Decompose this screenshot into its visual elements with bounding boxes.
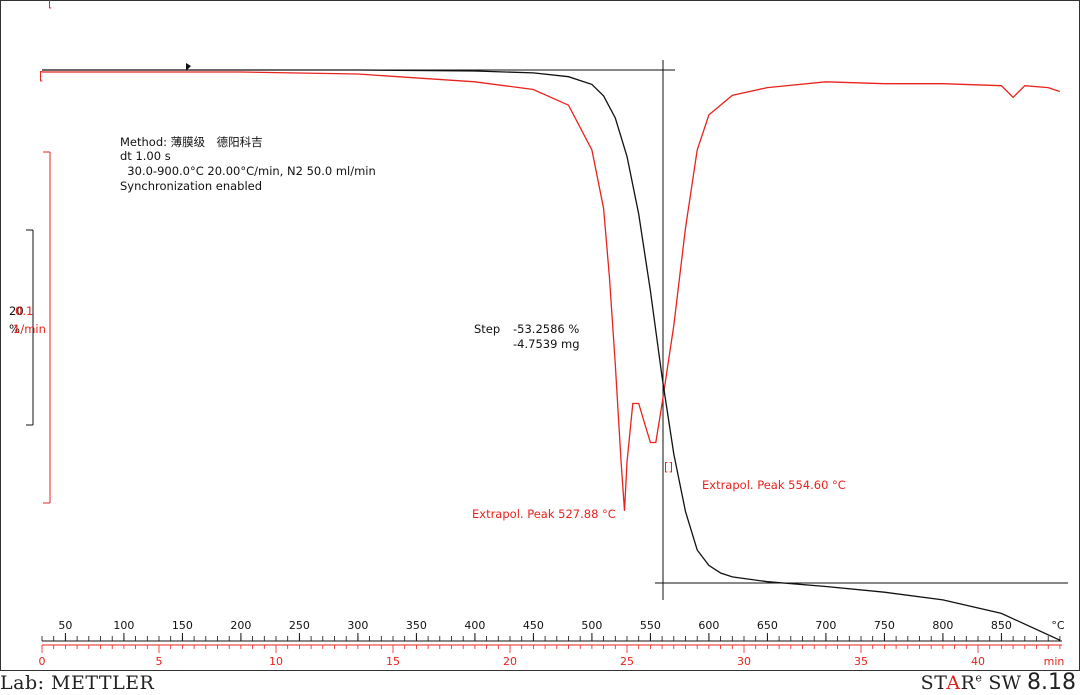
method-line-1: Method: 薄膜级 德阳科吉: [120, 135, 263, 149]
peak-label-2: Extrapol. Peak 554.60 °C: [702, 478, 846, 492]
scale-dtg-value: 0.1: [15, 304, 33, 318]
scale-bar-tg: [26, 229, 34, 426]
scale-dtg-unit: 1/min: [13, 322, 46, 336]
method-line-4: Synchronization enabled: [120, 179, 262, 193]
time-tick-label: 25: [620, 655, 634, 668]
temperature-tick-label: 450: [523, 619, 544, 632]
time-tick-label: 5: [156, 655, 163, 668]
temperature-unit: °C: [1051, 619, 1065, 632]
temperature-tick-label: 200: [230, 619, 251, 632]
peak-label-1: Extrapol. Peak 527.88 °C: [472, 507, 616, 521]
time-tick-label: 0: [39, 655, 46, 668]
scale-tg-unit: %: [9, 322, 20, 336]
temperature-tick-label: 400: [464, 619, 485, 632]
software-version: 8.18: [1027, 670, 1076, 695]
scale-tg-value: 20: [9, 304, 24, 318]
temperature-tick-label: 800: [932, 619, 953, 632]
scale-bar-dtg: [43, 151, 51, 504]
bracket-marker-top: [: [48, 0, 53, 10]
time-tick-label: 35: [854, 655, 868, 668]
temperature-tick-label: 50: [58, 619, 72, 632]
method-line-2: dt 1.00 s: [120, 149, 171, 163]
tg-start-marker: [186, 63, 191, 71]
temperature-tick-label: 100: [113, 619, 134, 632]
temperature-tick-label: 600: [698, 619, 719, 632]
temperature-tick-label: 650: [757, 619, 778, 632]
sw-label: SW: [982, 672, 1028, 694]
lab-label: Lab: METTLER: [0, 672, 155, 694]
temperature-tick-label: 850: [991, 619, 1012, 632]
temperature-tick-label: 700: [815, 619, 836, 632]
dtg-curve: [42, 71, 1061, 511]
temperature-tick-label: 500: [581, 619, 602, 632]
time-tick-label: 10: [269, 655, 283, 668]
step-mass: -4.7539 mg: [513, 337, 580, 351]
step-label: Step: [474, 322, 500, 336]
time-tick-label: 30: [737, 655, 751, 668]
method-line-3: 30.0-900.0°C 20.00°C/min, N2 50.0 ml/min: [120, 164, 376, 178]
bracket-marker-baseline: [: [39, 69, 44, 83]
step-percent: -53.2586 %: [513, 322, 579, 336]
brand-superscript: e: [975, 671, 983, 685]
peak-marker-2: []: [664, 460, 673, 474]
temperature-tick-label: 300: [347, 619, 368, 632]
temperature-tick-label: 750: [874, 619, 895, 632]
time-tick-label: 20: [503, 655, 517, 668]
temperature-tick-label: 150: [172, 619, 193, 632]
axes: 50 100 150 200 250 300 350 400 450 500 550 600 650 70…: [39, 619, 1065, 668]
temperature-tick-label: 250: [289, 619, 310, 632]
brand-part-2: A: [946, 672, 961, 694]
temperature-tick-label: 350: [406, 619, 427, 632]
tg-curve: [42, 69, 1061, 641]
brand-part-3: R: [960, 672, 976, 694]
software-brand: STARe SW 8.18: [921, 670, 1076, 695]
time-tick-label: 15: [386, 655, 400, 668]
time-tick-label: 40: [971, 655, 985, 668]
temperature-tick-label: 550: [640, 619, 661, 632]
time-unit: min: [1044, 655, 1065, 668]
brand-part-1: ST: [920, 672, 947, 694]
